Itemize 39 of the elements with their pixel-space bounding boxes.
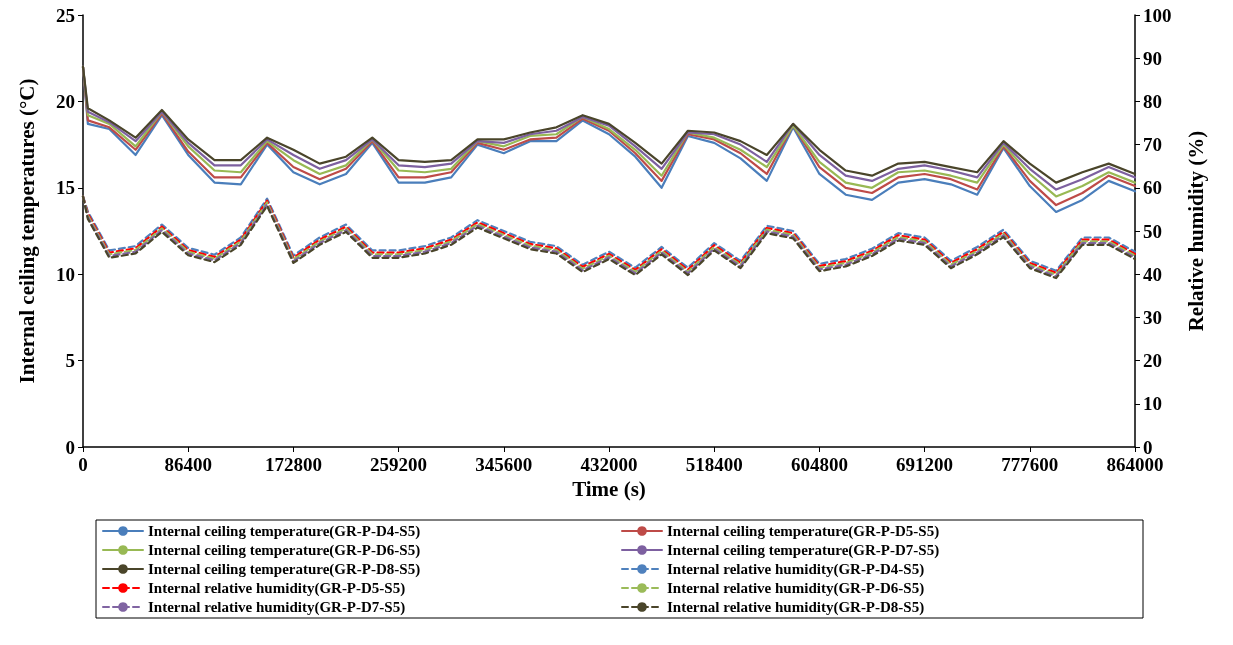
x-tick-label: 518400 — [685, 454, 743, 475]
x-tick-label: 172800 — [264, 454, 322, 475]
y-tick-label: 15 — [56, 177, 75, 199]
y-tick-label: 0 — [65, 436, 75, 458]
legend-label: Internal relative humidity(GR-P-D7-S5) — [148, 599, 406, 616]
y2-tick-label: 80 — [1143, 90, 1162, 112]
legend-label: Internal ceiling temperature(GR-P-D6-S5) — [148, 542, 421, 559]
y2-tick-label: 70 — [1143, 134, 1162, 156]
legend-label: Internal relative humidity(GR-P-D4-S5) — [667, 561, 925, 578]
x-tick-label: 604800 — [790, 454, 848, 475]
y2-tick-label: 30 — [1143, 306, 1162, 328]
y2-tick-label: 20 — [1143, 350, 1162, 372]
y2-tick-label: 10 — [1143, 393, 1162, 415]
legend-label: Internal ceiling temperature(GR-P-D8-S5) — [148, 561, 421, 578]
legend-label: Internal relative humidity(GR-P-D5-S5) — [148, 580, 406, 597]
x-tick-label: 691200 — [896, 454, 954, 475]
y2-tick-label: 60 — [1143, 177, 1162, 199]
y-tick-label: 10 — [56, 263, 75, 285]
y2-tick-label: 50 — [1143, 220, 1162, 242]
x-tick-label: 777600 — [1001, 454, 1059, 475]
y-tick-label: 25 — [56, 4, 75, 26]
legend-label: Internal relative humidity(GR-P-D6-S5) — [667, 580, 925, 597]
legend-label: Internal ceiling temperature(GR-P-D7-S5) — [667, 542, 940, 559]
x-tick-label: 259200 — [370, 454, 428, 475]
x-tick-label: 432000 — [580, 454, 638, 475]
y2-tick-label: 90 — [1143, 47, 1162, 69]
y2-axis-title: Relative humidity (%) — [1183, 130, 1208, 332]
legend-label: Internal ceiling temperature(GR-P-D5-S5) — [667, 523, 940, 540]
x-axis-title: Time (s) — [572, 477, 646, 502]
x-tick-label: 86400 — [164, 454, 212, 475]
y2-tick-label: 100 — [1143, 4, 1172, 26]
y2-tick-label: 40 — [1143, 263, 1162, 285]
y-axis-title: Internal ceiling temperatures (°C) — [14, 78, 39, 384]
legend-label: Internal relative humidity(GR-P-D8-S5) — [667, 599, 925, 616]
legend-label: Internal ceiling temperature(GR-P-D4-S5) — [148, 523, 421, 540]
x-tick-label: 0 — [78, 454, 88, 475]
x-tick-label: 345600 — [475, 454, 533, 475]
y-tick-label: 5 — [65, 350, 75, 372]
y-tick-label: 20 — [56, 90, 75, 112]
